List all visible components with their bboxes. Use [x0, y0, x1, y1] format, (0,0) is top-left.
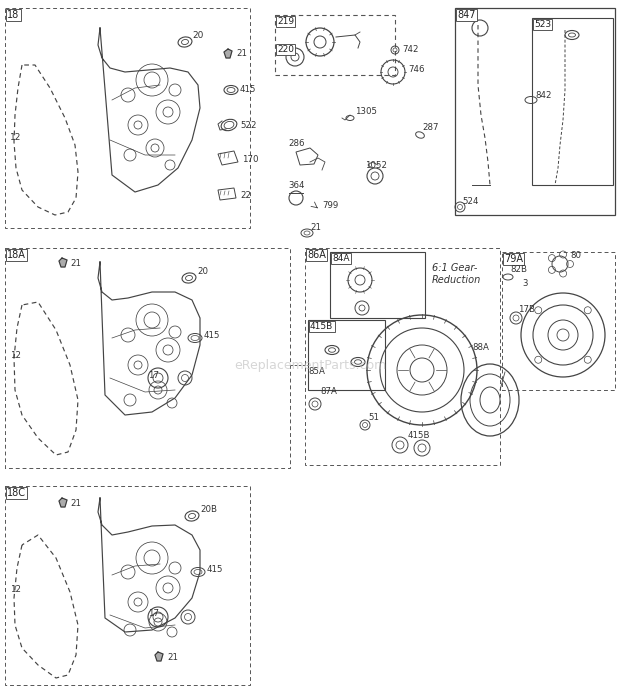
Text: 415: 415 — [204, 331, 221, 340]
Text: 12: 12 — [10, 586, 21, 595]
Text: eReplacementParts.com: eReplacementParts.com — [234, 358, 386, 371]
Text: 12: 12 — [10, 134, 21, 143]
Text: 17: 17 — [148, 371, 159, 380]
Text: 415B: 415B — [408, 430, 430, 439]
Text: 18: 18 — [7, 10, 19, 20]
Text: 415B: 415B — [310, 322, 334, 331]
Polygon shape — [224, 49, 232, 58]
Text: 21: 21 — [70, 258, 81, 267]
Text: 20B: 20B — [200, 505, 217, 514]
Text: 87A: 87A — [320, 387, 337, 396]
Text: 523: 523 — [534, 20, 551, 29]
Text: 522: 522 — [240, 121, 257, 130]
Text: 415: 415 — [240, 85, 257, 94]
Text: 799: 799 — [322, 200, 339, 209]
Text: 22: 22 — [240, 191, 251, 200]
Text: 84A: 84A — [332, 254, 350, 263]
Text: 219: 219 — [277, 17, 294, 26]
Text: 415: 415 — [207, 565, 223, 574]
Polygon shape — [155, 652, 163, 661]
Text: 82B: 82B — [510, 265, 527, 274]
Text: 17: 17 — [148, 608, 159, 617]
Text: 746: 746 — [408, 64, 425, 73]
Polygon shape — [59, 258, 67, 267]
Text: 842: 842 — [535, 91, 552, 100]
Text: 742: 742 — [402, 46, 418, 55]
Text: 21: 21 — [310, 224, 321, 232]
Text: 286: 286 — [288, 139, 304, 148]
Text: 17B: 17B — [518, 306, 535, 315]
Text: 88A: 88A — [472, 344, 489, 353]
Text: 80: 80 — [570, 250, 581, 259]
Text: 847: 847 — [457, 10, 476, 20]
Text: 79A: 79A — [504, 254, 523, 264]
Text: 3: 3 — [522, 279, 528, 288]
Text: 1052: 1052 — [365, 161, 387, 170]
Text: 21: 21 — [70, 498, 81, 507]
Text: 170: 170 — [242, 155, 259, 164]
Text: 220: 220 — [277, 45, 294, 54]
Text: 21: 21 — [167, 653, 178, 662]
Text: 524: 524 — [462, 198, 479, 207]
Text: 18A: 18A — [7, 250, 26, 260]
Text: 21: 21 — [236, 49, 247, 58]
Text: 18C: 18C — [7, 488, 26, 498]
Text: 86A: 86A — [307, 250, 326, 260]
Text: 12: 12 — [10, 351, 21, 360]
Text: 1305: 1305 — [355, 107, 377, 116]
Text: 51: 51 — [368, 414, 379, 423]
Text: 287: 287 — [422, 123, 438, 132]
Text: 6:1 Gear-
Reduction: 6:1 Gear- Reduction — [432, 263, 481, 286]
Polygon shape — [59, 498, 67, 507]
Text: 20: 20 — [197, 267, 208, 277]
Text: 20: 20 — [192, 30, 203, 40]
Text: 364: 364 — [288, 180, 304, 189]
Text: 85A: 85A — [308, 367, 325, 376]
